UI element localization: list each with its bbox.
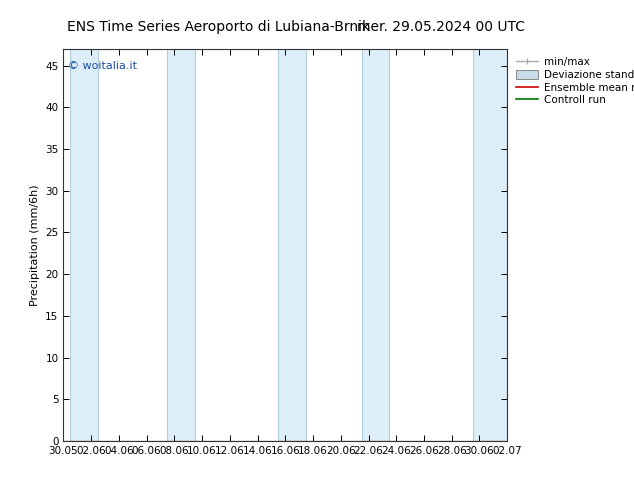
Legend: min/max, Deviazione standard, Ensemble mean run, Controll run: min/max, Deviazione standard, Ensemble m…: [512, 54, 634, 108]
Bar: [472, 49, 507, 441]
Bar: [361, 49, 389, 441]
Bar: [70, 49, 98, 441]
Text: © woitalia.it: © woitalia.it: [68, 61, 137, 71]
Text: mer. 29.05.2024 00 UTC: mer. 29.05.2024 00 UTC: [357, 20, 524, 34]
Bar: [167, 49, 195, 441]
Bar: [278, 49, 306, 441]
Y-axis label: Precipitation (mm/6h): Precipitation (mm/6h): [30, 184, 40, 306]
Text: ENS Time Series Aeroporto di Lubiana-Brnik: ENS Time Series Aeroporto di Lubiana-Brn…: [67, 20, 370, 34]
